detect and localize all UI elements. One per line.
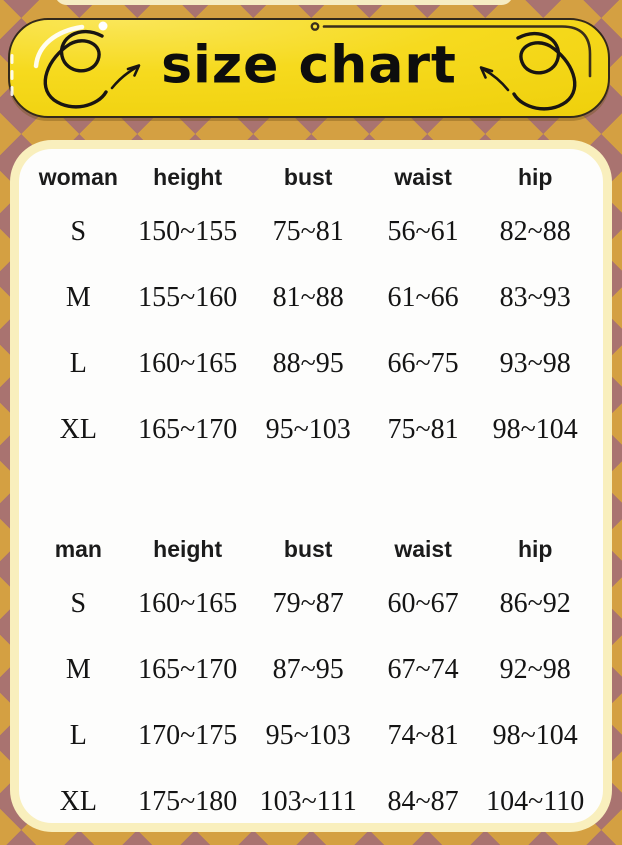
woman-header-row: woman height bust waist hip xyxy=(31,155,592,199)
height-value: 160~165 xyxy=(138,588,238,619)
height-value: 175~180 xyxy=(138,786,238,817)
hip-value: 82~88 xyxy=(499,216,571,247)
size-label: M xyxy=(65,654,91,685)
table-row: XL 175~180 103~111 84~87 104~110 xyxy=(31,769,592,823)
top-card-edge xyxy=(55,0,513,5)
inner-outline-decoration xyxy=(310,22,592,78)
table-row: L 160~165 88~95 66~75 93~98 xyxy=(31,331,592,397)
bust-value: 79~87 xyxy=(272,588,344,619)
waist-value: 67~74 xyxy=(387,654,459,685)
size-table-card: woman height bust waist hip S 150~155 75… xyxy=(10,140,612,832)
bust-value: 95~103 xyxy=(265,414,351,445)
waist-value: 56~61 xyxy=(387,216,459,247)
hip-value: 98~104 xyxy=(492,414,578,445)
table-row: S 160~165 79~87 60~67 86~92 xyxy=(31,571,592,637)
size-label: XL xyxy=(59,414,97,445)
man-header-row: man height bust waist hip xyxy=(31,527,592,571)
bust-value: 75~81 xyxy=(272,216,344,247)
bust-value: 88~95 xyxy=(272,348,344,379)
table-row: L 170~175 95~103 74~81 98~104 xyxy=(31,703,592,769)
bust-value: 81~88 xyxy=(272,282,344,313)
column-header-bust: bust xyxy=(283,163,333,190)
column-header-waist: waist xyxy=(394,163,452,190)
size-label: S xyxy=(70,588,87,619)
hip-value: 98~104 xyxy=(492,720,578,751)
swirl-arrow-left-icon xyxy=(43,29,141,109)
height-value: 165~170 xyxy=(138,414,238,445)
hip-value: 93~98 xyxy=(499,348,571,379)
woman-size-table: woman height bust waist hip S 150~155 75… xyxy=(31,155,592,463)
column-header-hip: hip xyxy=(517,535,553,562)
column-header-waist: waist xyxy=(394,535,452,562)
table-row: M 165~170 87~95 67~74 92~98 xyxy=(31,637,592,703)
size-label: S xyxy=(70,216,87,247)
size-label: XL xyxy=(59,786,97,817)
waist-value: 61~66 xyxy=(387,282,459,313)
size-label: M xyxy=(65,282,91,313)
waist-value: 84~87 xyxy=(387,786,459,817)
hip-value: 83~93 xyxy=(499,282,571,313)
table-row: M 155~160 81~88 61~66 83~93 xyxy=(31,265,592,331)
waist-value: 75~81 xyxy=(387,414,459,445)
height-value: 165~170 xyxy=(138,654,238,685)
height-value: 150~155 xyxy=(138,216,238,247)
column-header-height: height xyxy=(153,163,223,190)
hip-value: 104~110 xyxy=(486,786,585,817)
bust-value: 95~103 xyxy=(265,720,351,751)
bust-value: 87~95 xyxy=(272,654,344,685)
column-header-hip: hip xyxy=(517,163,553,190)
column-header-woman: woman xyxy=(38,163,118,190)
swirl-arrow-right-icon xyxy=(479,31,577,111)
dashed-edge-decoration xyxy=(10,54,14,96)
height-value: 160~165 xyxy=(138,348,238,379)
waist-value: 74~81 xyxy=(387,720,459,751)
page-title: size chart xyxy=(161,35,457,96)
height-value: 170~175 xyxy=(138,720,238,751)
column-header-bust: bust xyxy=(283,535,333,562)
table-row: S 150~155 75~81 56~61 82~88 xyxy=(31,199,592,265)
sparkle-dot xyxy=(98,21,108,31)
size-label: L xyxy=(69,348,87,379)
height-value: 155~160 xyxy=(138,282,238,313)
size-label: L xyxy=(69,720,87,751)
banner-decorations xyxy=(10,21,592,111)
waist-value: 60~67 xyxy=(387,588,459,619)
table-row: XL 165~170 95~103 75~81 98~104 xyxy=(31,397,592,463)
man-size-table: man height bust waist hip S 160~165 79~8… xyxy=(31,527,592,823)
hip-value: 92~98 xyxy=(499,654,571,685)
bust-value: 103~111 xyxy=(259,786,357,817)
hip-value: 86~92 xyxy=(499,588,571,619)
title-banner: size chart xyxy=(8,18,610,118)
column-header-height: height xyxy=(153,535,223,562)
waist-value: 66~75 xyxy=(387,348,459,379)
column-header-man: man xyxy=(54,535,102,562)
gloss-highlight xyxy=(33,24,85,69)
